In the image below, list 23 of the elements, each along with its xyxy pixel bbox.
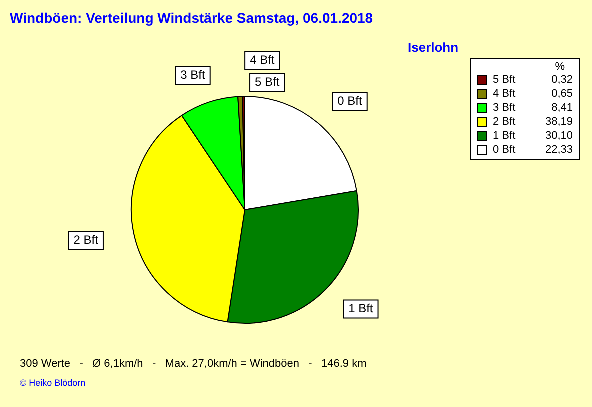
legend-label: 0 Bft <box>493 144 517 156</box>
category-label: 5 Bft <box>255 74 280 89</box>
legend-label: 1 Bft <box>493 130 517 142</box>
data-label: 38,19 <box>544 116 573 128</box>
chart-subtitle: Iserlohn <box>408 40 459 55</box>
data-label: 0,65 <box>550 88 573 100</box>
legend-title: % <box>554 61 566 73</box>
slice-label: 0 Bft <box>338 94 364 108</box>
slice-label: 3 Bft <box>180 68 206 82</box>
legend-label: 2 Bft <box>493 116 517 128</box>
slice-label: 2 Bft <box>74 232 100 247</box>
legend-label: 4 Bft <box>493 88 517 100</box>
data-label: 30,10 <box>544 130 573 142</box>
data-label: 0,32 <box>550 74 573 86</box>
legend-label: 3 Bft <box>493 102 517 114</box>
legend-label: 5 Bft <box>493 74 517 86</box>
data-label: 22,33 <box>544 144 573 156</box>
slice-label: 4 Bft <box>250 52 276 67</box>
slice-label: 1 Bft <box>348 302 374 316</box>
chart-title: Windböen: Verteilung Windstärke Samstag, 06.01.2018 <box>10 10 374 26</box>
data-label: 8,41 <box>550 102 573 114</box>
text: 309 Werte - Ø 6,1km/h - Max. 27,0km/h = Windböen - 146.9 km <box>20 358 367 370</box>
text: © Heiko Blödorn <box>20 378 86 388</box>
